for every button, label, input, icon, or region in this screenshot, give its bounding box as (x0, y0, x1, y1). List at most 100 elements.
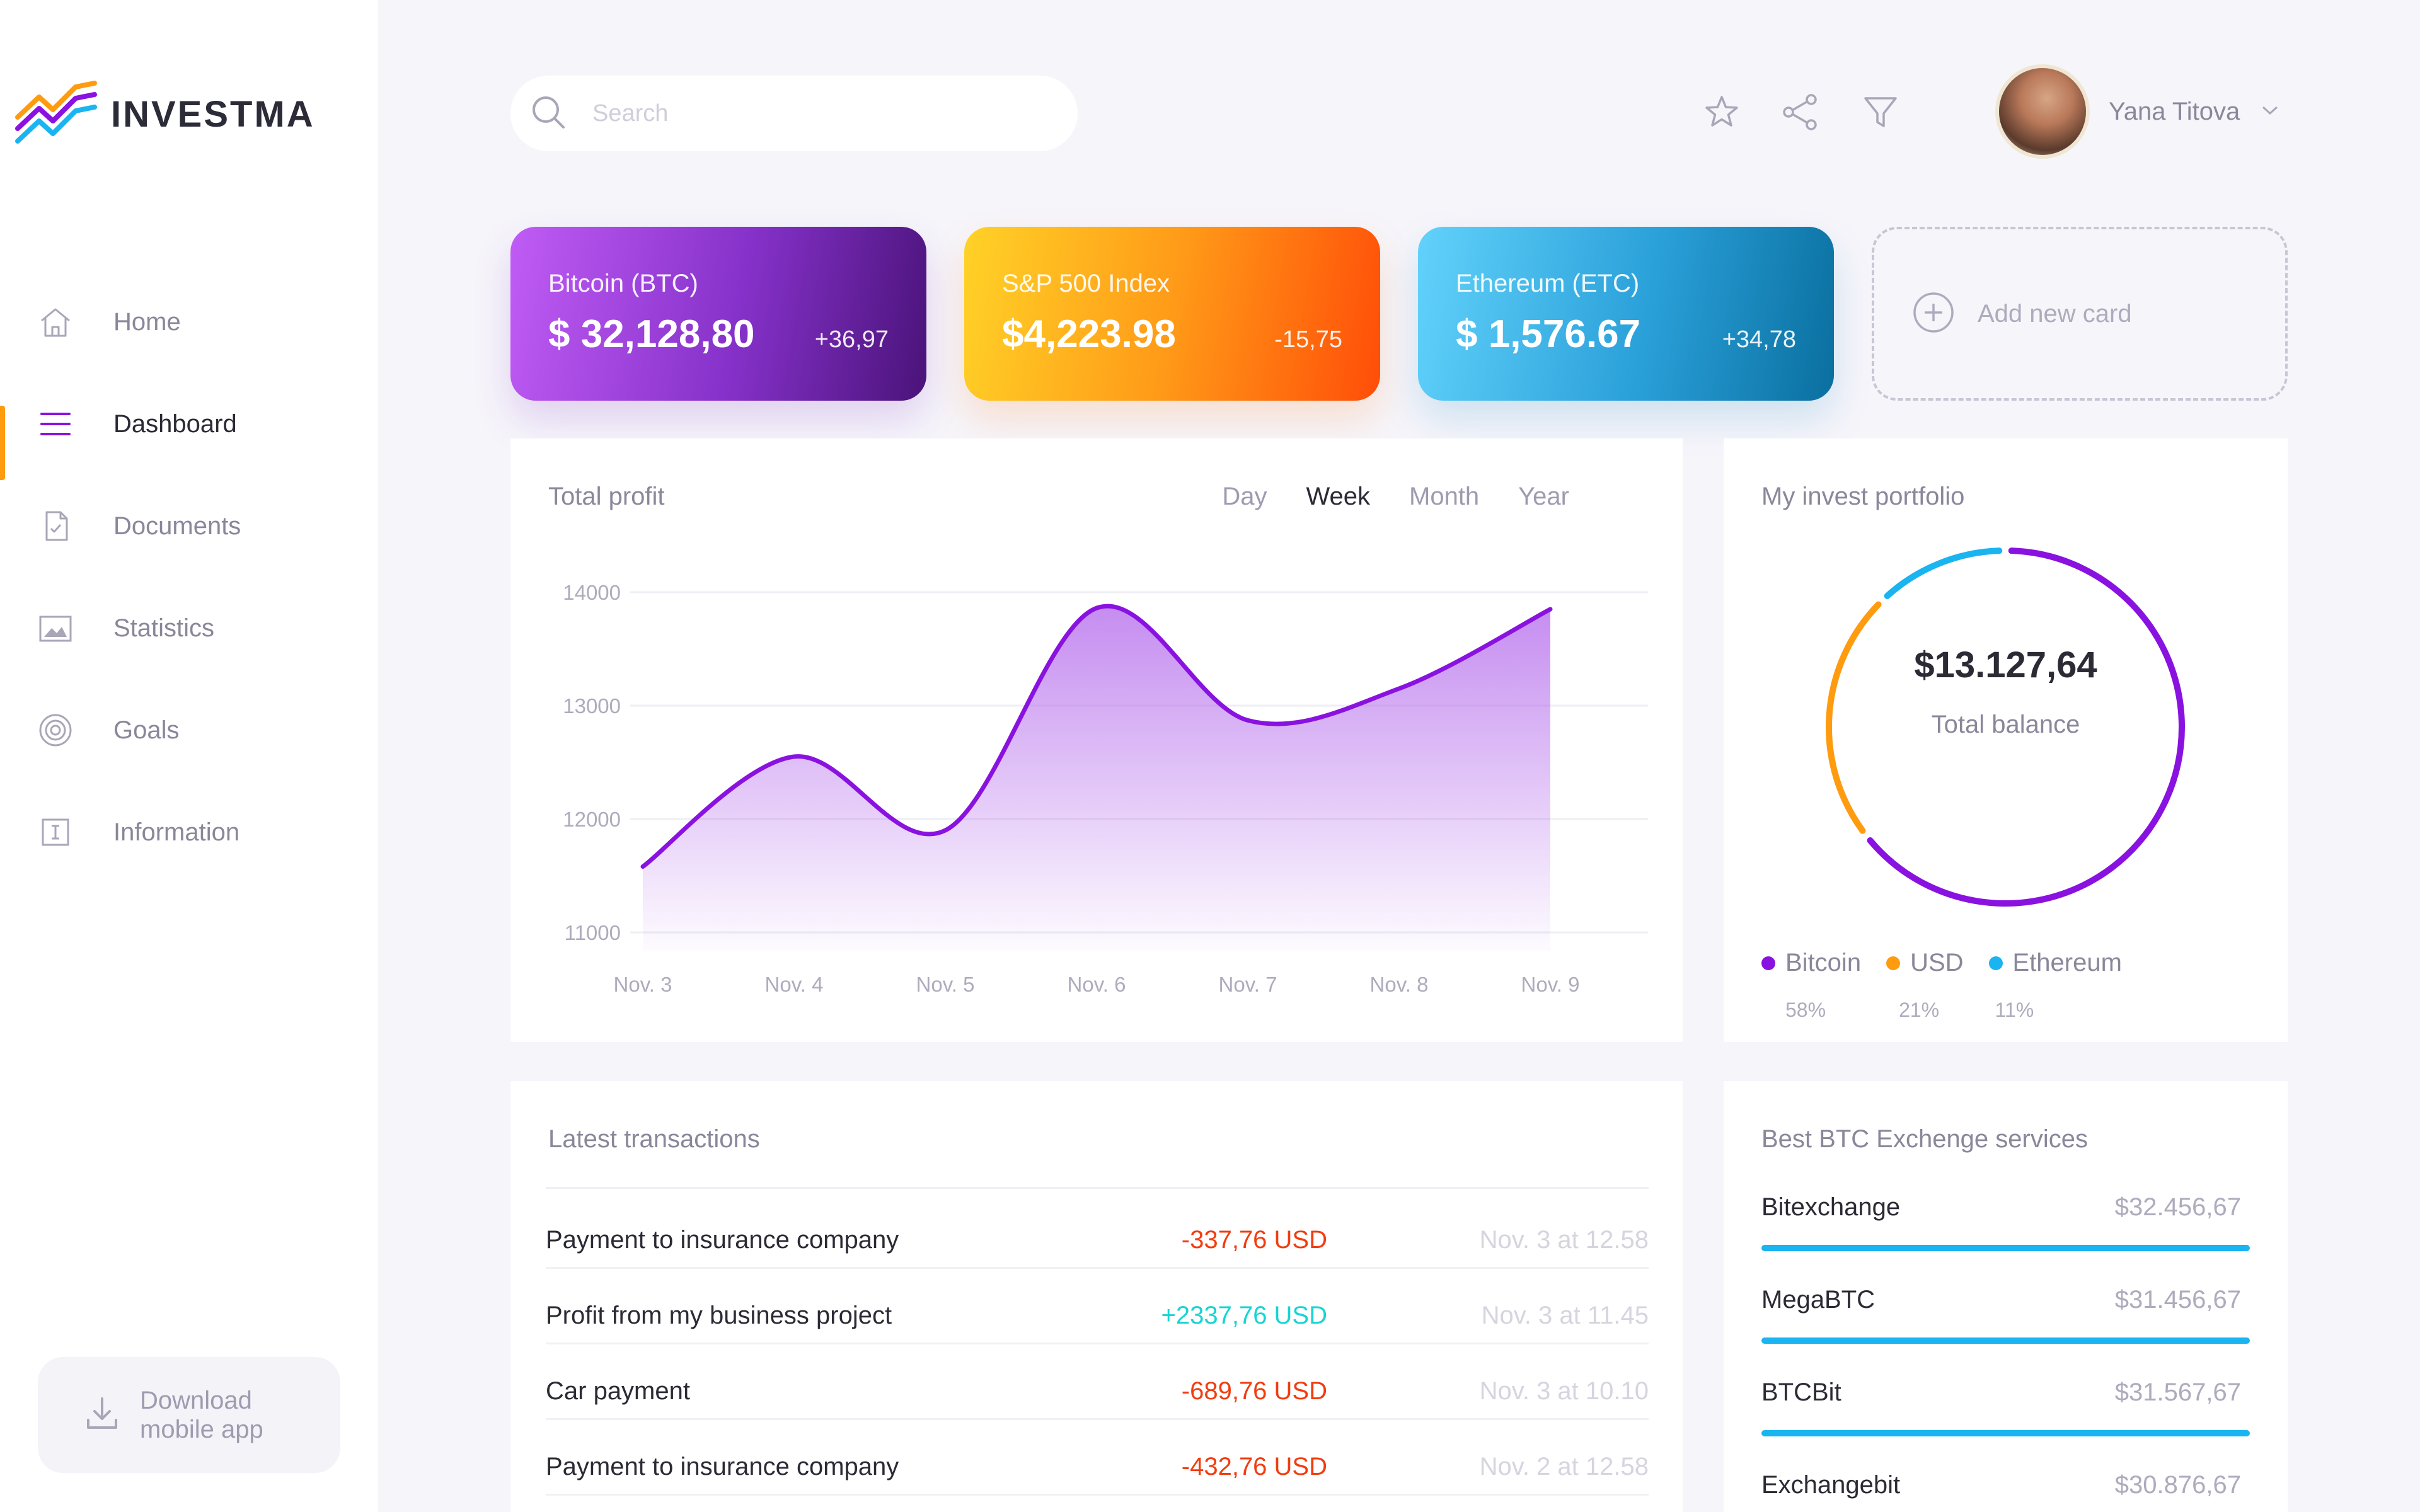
portfolio-donut (1826, 547, 2185, 907)
header-actions (1702, 92, 1901, 132)
exchange-bar (1761, 1337, 2250, 1344)
sidebar-item-label: Dashboard (113, 410, 237, 438)
legend-label: USD (1910, 949, 1964, 976)
total-balance-label: Total balance (1931, 711, 2080, 738)
sidebar-item-label: Documents (113, 512, 241, 540)
transaction-description: Car payment (546, 1377, 690, 1405)
tab-month[interactable]: Month (1409, 483, 1480, 510)
exchange-bar (1761, 1430, 2250, 1436)
transaction-amount: -337,76 USD (1181, 1226, 1327, 1254)
share-icon[interactable] (1781, 92, 1821, 132)
exchange-bar (1761, 1245, 2250, 1251)
table-row[interactable]: Payment to insurance company -432,76 USD… (546, 1420, 1649, 1496)
transaction-amount: -689,76 USD (1181, 1377, 1327, 1405)
portfolio-legend: Bitcoin 58% USD 21% Ethereum 11% (1761, 949, 2147, 1022)
legend-item-usd: USD 21% (1886, 949, 1964, 1022)
tab-day[interactable]: Day (1222, 483, 1267, 510)
sidebar-item-label: Statistics (113, 614, 215, 642)
add-card-label: Add new card (1978, 299, 2132, 328)
asset-card-bitcoin[interactable]: Bitcoin (BTC) $ 32,128,80 +36,97 (510, 227, 926, 401)
transaction-date: Nov. 3 at 11.45 (1481, 1302, 1649, 1329)
list-item[interactable]: BTCBit $31.567,67 (1761, 1378, 2250, 1441)
sidebar-item-statistics[interactable]: Statistics (0, 577, 378, 679)
search-icon (529, 93, 567, 134)
asset-name: Ethereum (ETC) (1456, 270, 1640, 297)
exchange-value: $30.876,67 (2114, 1471, 2241, 1499)
search-input[interactable] (592, 100, 1034, 127)
x-tick-label: Nov. 8 (1370, 973, 1429, 996)
transaction-date: Nov. 3 at 10.10 (1479, 1377, 1649, 1405)
exchange-name: Exchangebit (1761, 1471, 1901, 1499)
profit-chart: 14000 13000 12000 11000 Nov. 3 Nov. 4 Nov. 5 No… (563, 581, 1648, 996)
portfolio-panel: My invest portfolio $13.127,64 Total bal… (1724, 438, 2288, 1042)
legend-percent: 11% (1995, 999, 2034, 1021)
download-label: Download mobile app (140, 1387, 263, 1443)
sidebar-item-information[interactable]: Information (0, 781, 378, 883)
avatar[interactable] (1995, 64, 2090, 159)
user-name: Yana Titova (2109, 97, 2240, 125)
x-tick-label: Nov. 9 (1521, 973, 1580, 996)
tab-year[interactable]: Year (1518, 483, 1569, 510)
exchange-services-panel: Best BTC Exchenge services Bitexchange $… (1724, 1081, 2288, 1512)
x-tick-label: Nov. 3 (614, 973, 672, 996)
asset-card-ethereum[interactable]: Ethereum (ETC) $ 1,576.67 +34,78 (1418, 227, 1834, 401)
exchange-name: Bitexchange (1761, 1193, 1901, 1221)
table-row[interactable]: Payment to insurance company -337,76 USD… (546, 1193, 1649, 1269)
panel-title: Total profit (548, 483, 665, 510)
sidebar-item-label: Information (113, 818, 240, 846)
transaction-amount: -432,76 USD (1181, 1453, 1327, 1480)
asset-price: $4,223.98 (1002, 312, 1176, 356)
table-row[interactable]: Car payment -689,76 USD Nov. 3 at 10.10 (546, 1344, 1649, 1420)
exchange-value: $32.456,67 (2114, 1193, 2241, 1221)
legend-percent: 58% (1785, 999, 1826, 1021)
list-item[interactable]: MegaBTC $31.456,67 (1761, 1286, 2250, 1349)
transaction-description: Profit from my business project (546, 1302, 892, 1329)
transaction-description: Payment to insurance company (546, 1453, 899, 1480)
x-tick-label: Nov. 5 (916, 973, 975, 996)
profit-area (643, 606, 1550, 951)
x-tick-label: Nov. 6 (1068, 973, 1126, 996)
transaction-date: Nov. 2 at 12.58 (1479, 1453, 1649, 1480)
user-menu[interactable]: Yana Titova (1995, 64, 2279, 159)
tab-week[interactable]: Week (1306, 483, 1370, 510)
total-balance-value: $13.127,64 (1914, 644, 2097, 685)
app-logo[interactable]: INVESTMA (15, 78, 315, 151)
exchange-value: $31.456,67 (2114, 1286, 2241, 1314)
exchange-value: $31.567,67 (2114, 1378, 2241, 1406)
star-icon[interactable] (1702, 92, 1742, 132)
legend-label: Ethereum (2012, 949, 2122, 976)
transactions-panel: Latest transactions Payment to insurance… (510, 1081, 1683, 1512)
panel-title: My invest portfolio (1761, 483, 1965, 510)
asset-change: +36,97 (814, 326, 889, 353)
sidebar-item-home[interactable]: Home (0, 271, 378, 373)
search-bar[interactable] (510, 76, 1078, 151)
document-icon (37, 507, 74, 545)
sidebar-item-label: Goals (113, 716, 180, 744)
sidebar-item-dashboard[interactable]: Dashboard (0, 373, 378, 480)
exchange-name: MegaBTC (1761, 1286, 1876, 1314)
list-item[interactable]: Bitexchange $32.456,67 (1761, 1193, 2250, 1256)
download-app-button[interactable]: Download mobile app (38, 1357, 340, 1473)
legend-label: Bitcoin (1785, 949, 1862, 976)
legend-item-ethereum: Ethereum 11% (1988, 949, 2122, 1022)
sidebar-nav: Home Dashboard Documents Statistics Goal… (0, 271, 378, 883)
list-item[interactable]: Exchangebit $30.876,67 (1761, 1471, 2250, 1512)
profit-line (640, 604, 1553, 869)
sidebar-item-documents[interactable]: Documents (0, 475, 378, 577)
donut-segment-ethereum (1884, 547, 2003, 599)
donut-segment-bitcoin (1867, 547, 2185, 907)
app-name: INVESTMA (111, 94, 315, 135)
add-card-button[interactable]: Add new card (1872, 227, 2288, 401)
asset-card-sp500[interactable]: S&P 500 Index $4,223.98 -15,75 (964, 227, 1380, 401)
table-row[interactable]: Profit from my business project +2337,76… (546, 1269, 1649, 1344)
x-tick-label: Nov. 4 (765, 973, 824, 996)
target-icon (37, 711, 74, 749)
filter-icon[interactable] (1860, 92, 1901, 132)
sidebar-item-label: Home (113, 307, 181, 336)
sidebar-item-goals[interactable]: Goals (0, 679, 378, 781)
transaction-description: Payment to insurance company (546, 1226, 899, 1254)
asset-name: Bitcoin (BTC) (548, 270, 698, 297)
asset-price: $ 1,576.67 (1456, 312, 1641, 356)
chevron-down-icon[interactable] (2261, 105, 2279, 119)
logo-icon (15, 78, 97, 151)
